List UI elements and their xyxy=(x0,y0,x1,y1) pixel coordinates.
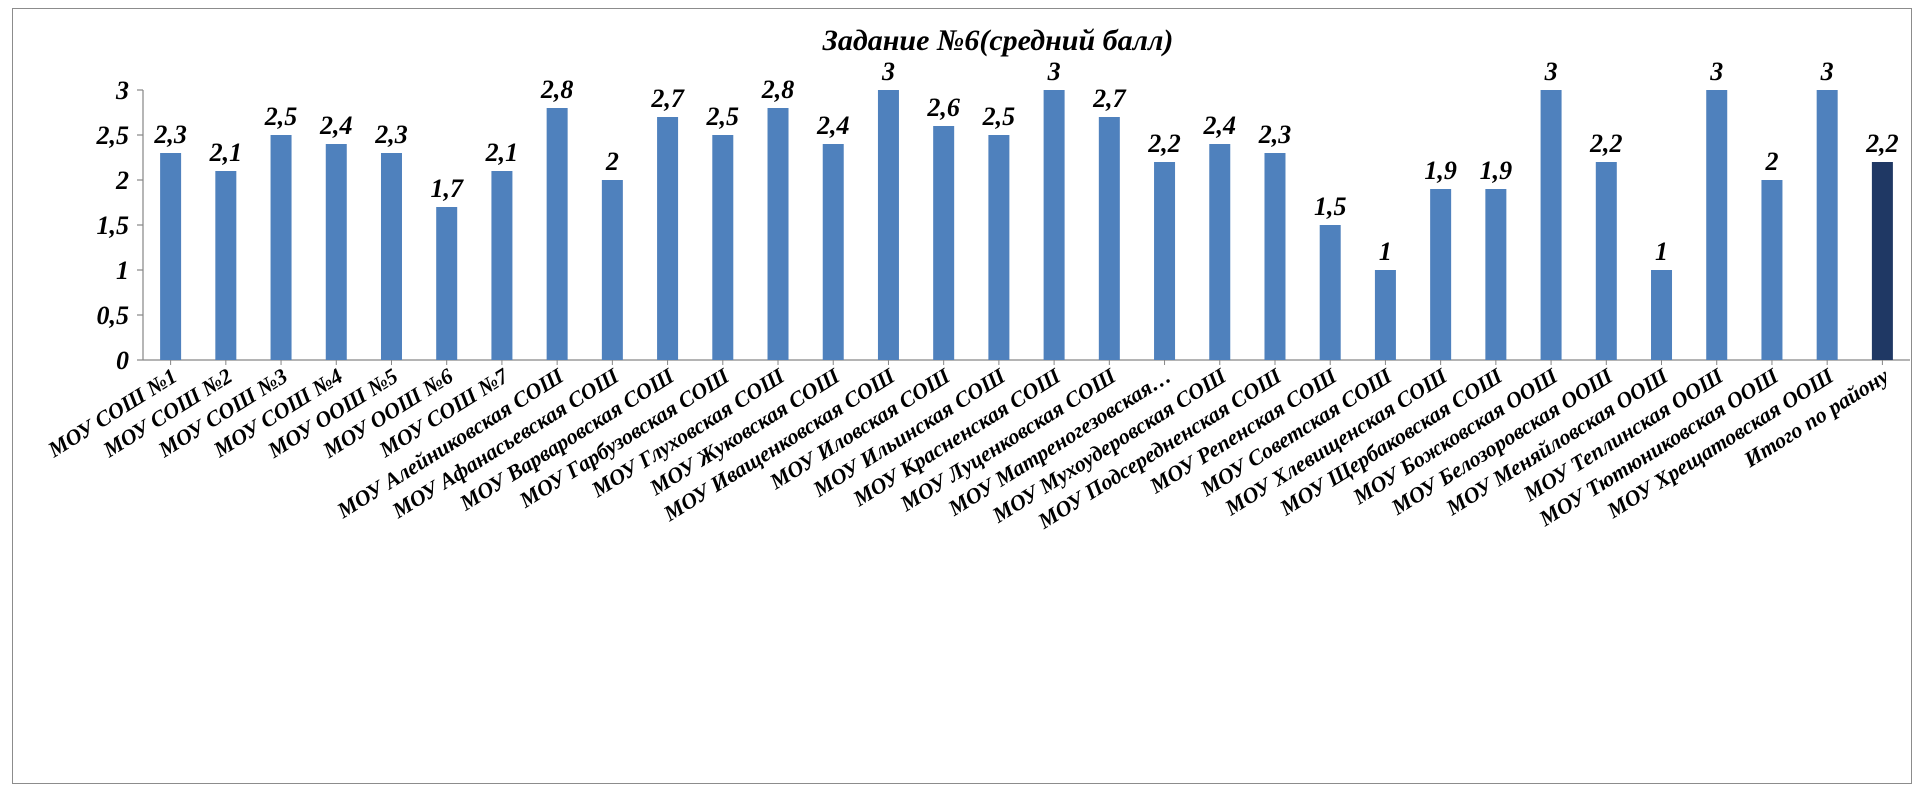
bar xyxy=(380,153,402,360)
data-label: 2,7 xyxy=(650,84,685,113)
data-label: 1,9 xyxy=(1424,156,1457,185)
data-label: 1,7 xyxy=(430,174,464,203)
bar xyxy=(822,144,844,360)
bar xyxy=(1043,90,1065,360)
data-label: 3 xyxy=(881,57,895,86)
bar xyxy=(436,207,458,360)
data-label: 2,7 xyxy=(1092,84,1127,113)
bar xyxy=(1209,144,1231,360)
bar xyxy=(1595,162,1617,360)
bar xyxy=(601,180,623,360)
bar xyxy=(1816,90,1838,360)
bar xyxy=(491,171,513,360)
chart-frame: Задание №6(средний балл) 0 0,5 1 1,5 2 2,5 3 2… xyxy=(12,8,1912,784)
data-label: 3 xyxy=(1544,57,1558,86)
y-tick-label: 2,5 xyxy=(96,121,130,150)
data-label: 2,4 xyxy=(816,111,850,140)
data-label: 2,5 xyxy=(706,102,740,131)
data-labels: 2,3 2,1 2,5 2,4 2,3 1,7 2,1 2,8 2 2,7 2,5 2,8 2,4 3 2,… xyxy=(153,57,1898,266)
data-label: 1 xyxy=(1379,237,1392,266)
data-label: 2,3 xyxy=(1258,120,1292,149)
bar xyxy=(270,135,292,360)
data-label: 2,1 xyxy=(485,138,519,167)
bar xyxy=(1154,162,1176,360)
y-tick-label: 3 xyxy=(115,76,129,105)
y-tick-label: 1 xyxy=(116,256,129,285)
data-label: 2,4 xyxy=(319,111,353,140)
bar-chart: Задание №6(средний балл) 0 0,5 1 1,5 2 2,5 3 2… xyxy=(43,24,1910,534)
bar xyxy=(1264,153,1286,360)
y-tick-label: 0 xyxy=(116,346,129,375)
data-label: 2,4 xyxy=(1203,111,1237,140)
data-label: 2,1 xyxy=(209,138,243,167)
y-tick-label: 2 xyxy=(115,166,129,195)
data-label: 2,5 xyxy=(982,102,1016,131)
data-label: 1,9 xyxy=(1480,156,1513,185)
y-tick-label: 0,5 xyxy=(97,301,130,330)
data-label: 2,2 xyxy=(1865,129,1899,158)
data-label: 1 xyxy=(1655,237,1668,266)
bars xyxy=(160,90,1893,360)
data-label: 2,2 xyxy=(1147,129,1181,158)
data-label: 3 xyxy=(1709,57,1723,86)
data-label: 2,8 xyxy=(540,75,574,104)
bar xyxy=(988,135,1010,360)
data-label: 2,3 xyxy=(153,120,187,149)
bar xyxy=(657,117,679,360)
chart-title: Задание №6(средний балл) xyxy=(822,24,1174,57)
bar xyxy=(215,171,237,360)
bar xyxy=(933,126,955,360)
bar xyxy=(325,144,347,360)
bar xyxy=(160,153,182,360)
data-label: 3 xyxy=(1047,57,1061,86)
bar xyxy=(1374,270,1396,360)
data-label: 2 xyxy=(605,147,619,176)
data-label: 2 xyxy=(1764,147,1778,176)
data-label: 3 xyxy=(1820,57,1834,86)
data-label: 2,5 xyxy=(264,102,298,131)
data-label: 2,3 xyxy=(374,120,408,149)
bar xyxy=(1319,225,1341,360)
bar xyxy=(1651,270,1673,360)
bar xyxy=(1098,117,1120,360)
y-tick-label: 1,5 xyxy=(97,211,130,240)
data-label: 2,6 xyxy=(926,93,960,122)
data-label: 2,8 xyxy=(761,75,795,104)
bar xyxy=(1761,180,1783,360)
bar xyxy=(1706,90,1728,360)
data-label: 2,2 xyxy=(1589,129,1623,158)
bar xyxy=(546,108,568,360)
bar xyxy=(712,135,734,360)
bar xyxy=(1540,90,1562,360)
bar xyxy=(1485,189,1507,360)
bar xyxy=(767,108,789,360)
bar xyxy=(1871,162,1893,360)
data-label: 1,5 xyxy=(1314,192,1347,221)
bar xyxy=(877,90,899,360)
bar xyxy=(1430,189,1452,360)
